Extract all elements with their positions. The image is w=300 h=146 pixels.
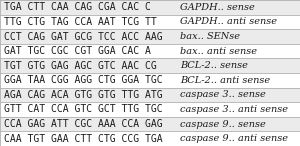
- Text: TGA CTT CAA CAG CGA CAC C: TGA CTT CAA CAG CGA CAC C: [4, 2, 151, 12]
- Text: GAT TGC CGC CGT GGA CAC A: GAT TGC CGC CGT GGA CAC A: [4, 46, 151, 56]
- Bar: [0, 117, 300, 131]
- Bar: [0, 15, 300, 29]
- Text: bax.. anti sense: bax.. anti sense: [180, 47, 257, 56]
- Bar: [0, 58, 300, 73]
- Text: CCT CAG GAT GCG TCC ACC AAG: CCT CAG GAT GCG TCC ACC AAG: [4, 32, 162, 41]
- Text: TTG CTG TAG CCA AAT TCG TT: TTG CTG TAG CCA AAT TCG TT: [4, 17, 156, 27]
- Bar: [0, 73, 300, 88]
- Bar: [0, 0, 300, 15]
- Text: caspase 9.. anti sense: caspase 9.. anti sense: [180, 134, 288, 143]
- Text: GAPDH.. sense: GAPDH.. sense: [180, 3, 255, 12]
- Bar: [0, 102, 300, 117]
- Text: caspase 9.. sense: caspase 9.. sense: [180, 120, 266, 129]
- Bar: [0, 44, 300, 58]
- Text: GTT CAT CCA GTC GCT TTG TGC: GTT CAT CCA GTC GCT TTG TGC: [4, 105, 162, 114]
- Text: TGT GTG GAG AGC GTC AAC CG: TGT GTG GAG AGC GTC AAC CG: [4, 61, 156, 71]
- Text: GGA TAA CGG AGG CTG GGA TGC: GGA TAA CGG AGG CTG GGA TGC: [4, 75, 162, 85]
- Text: caspase 3.. anti sense: caspase 3.. anti sense: [180, 105, 288, 114]
- Text: CCA GAG ATT CGC AAA CCA GAG: CCA GAG ATT CGC AAA CCA GAG: [4, 119, 162, 129]
- Text: GAPDH.. anti sense: GAPDH.. anti sense: [180, 17, 277, 26]
- Text: bax.. SENse: bax.. SENse: [180, 32, 240, 41]
- Text: caspase 3.. sense: caspase 3.. sense: [180, 90, 266, 99]
- Text: BCL-2.. sense: BCL-2.. sense: [180, 61, 248, 70]
- Text: AGA CAG ACA GTG GTG TTG ATG: AGA CAG ACA GTG GTG TTG ATG: [4, 90, 162, 100]
- Bar: [0, 29, 300, 44]
- Text: CAA TGT GAA CTT CTG CCG TGA: CAA TGT GAA CTT CTG CCG TGA: [4, 134, 162, 144]
- Bar: [0, 88, 300, 102]
- Text: BCL-2.. anti sense: BCL-2.. anti sense: [180, 76, 270, 85]
- Bar: [0, 131, 300, 146]
